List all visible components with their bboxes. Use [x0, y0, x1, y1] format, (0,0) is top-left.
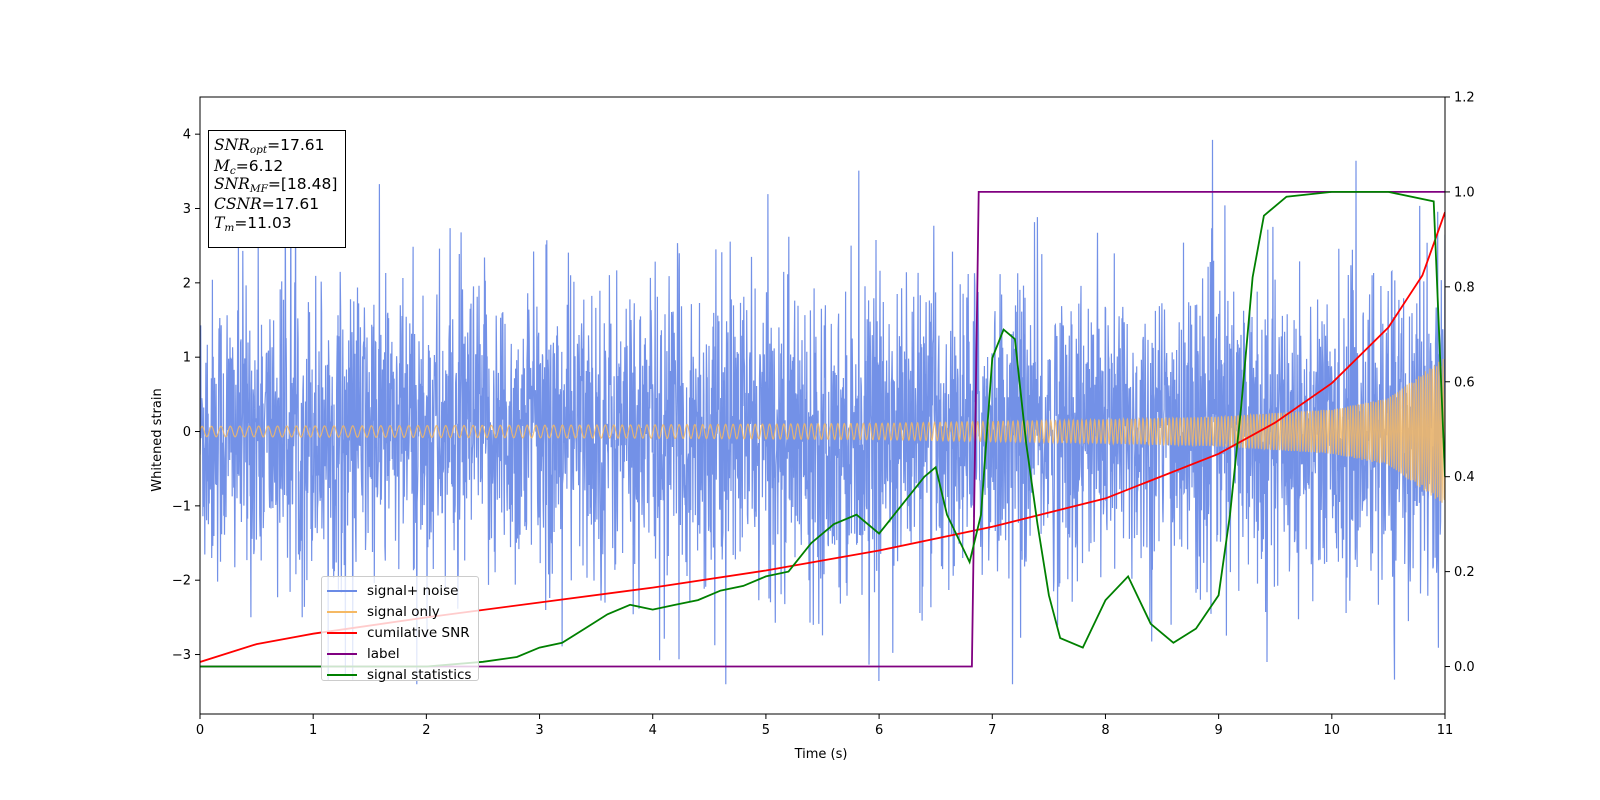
series-line-signal-only — [200, 358, 1445, 503]
legend-item-signal-only: signal only — [327, 602, 478, 623]
axes: 0 1 2 3 4 5 6 7 8 9 10 11 −3 −2 −1 0 1 2 3 4 0.0 0.2 0.4 0.6 0.8… — [172, 91, 1475, 739]
y-left-tick-label: 1 — [183, 351, 191, 366]
y-right-tick-label: 1.2 — [1454, 91, 1475, 106]
y-left-tick-label: −1 — [172, 499, 191, 514]
plot-frame — [199, 96, 1446, 715]
y-right-tick-label: 0.2 — [1454, 565, 1475, 580]
y-right-tick-label: 0.6 — [1454, 375, 1475, 390]
series-line-label — [200, 190, 1445, 668]
legend-swatch — [327, 673, 357, 676]
y-right-tick-label: 0.4 — [1454, 470, 1475, 485]
legend-label: cumilative SNR — [367, 624, 470, 641]
legend-label: signal only — [367, 604, 440, 621]
legend-label: signal+ noise — [367, 583, 459, 600]
legend: signal+ noise signal only cumilative SNR… — [321, 576, 479, 683]
x-tick-label: 6 — [875, 723, 883, 738]
legend-label: label — [367, 645, 400, 662]
x-tick-label: 11 — [1437, 723, 1454, 738]
x-tick-label: 9 — [1214, 723, 1222, 738]
x-axis-label: Time (s) — [794, 747, 848, 762]
y-left-tick-label: 4 — [183, 128, 191, 143]
mc-row: Mc=6.12 — [214, 156, 284, 177]
y-left-tick-label: 0 — [183, 425, 191, 440]
x-tick-label: 5 — [762, 723, 770, 738]
y-left-tick-label: 3 — [183, 202, 191, 217]
legend-swatch — [327, 652, 357, 655]
x-tick-label: 8 — [1101, 723, 1109, 738]
snr-mf-row: SNRMF=[18.48] — [214, 175, 338, 195]
tm-row: Tm=11.03 — [214, 214, 292, 234]
x-tick-label: 2 — [422, 723, 430, 738]
y-left-tick-label: 2 — [183, 276, 191, 291]
snr-opt-row: SNRopt=17.61 — [214, 136, 325, 156]
x-tick-label: 4 — [649, 723, 657, 738]
y-left-tick-label: −2 — [172, 574, 191, 589]
y-right-tick-label: 1.0 — [1454, 185, 1475, 200]
series-line-signal-noise — [200, 139, 1445, 685]
legend-swatch — [327, 611, 357, 614]
legend-item-cumulative-snr: cumilative SNR — [327, 623, 478, 644]
csnr-row: CSNR=17.61 — [214, 194, 320, 213]
x-tick-label: 1 — [309, 723, 317, 738]
legend-swatch — [327, 590, 357, 593]
legend-item-signal-noise: signal+ noise — [327, 581, 478, 602]
legend-label: signal statistics — [367, 666, 472, 683]
legend-item-label: label — [327, 643, 478, 664]
series-line-signal-statistics — [200, 190, 1445, 668]
info-box: SNRopt=17.61 Mc=6.12 SNRMF=[18.48] CSNR=… — [208, 130, 346, 248]
legend-item-signal-statistics: signal statistics — [327, 664, 478, 685]
x-tick-label: 7 — [988, 723, 996, 738]
x-tick-label: 0 — [196, 723, 204, 738]
y-axis-label: Whitened strain — [150, 388, 165, 491]
legend-swatch — [327, 631, 357, 634]
x-tick-label: 10 — [1324, 723, 1341, 738]
y-right-tick-label: 0.0 — [1454, 660, 1475, 675]
y-left-tick-label: −3 — [172, 648, 191, 663]
x-tick-label: 3 — [535, 723, 543, 738]
y-right-tick-label: 0.8 — [1454, 280, 1475, 295]
